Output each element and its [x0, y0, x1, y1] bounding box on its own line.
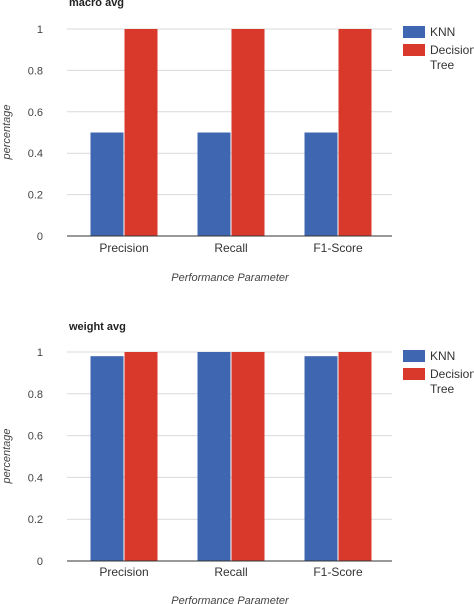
x-tick-label: F1-Score	[313, 241, 363, 255]
x-tick-label: Recall	[214, 565, 247, 579]
y-axis-title: percentage	[1, 104, 13, 160]
bar-decision-tree-f1-score	[338, 29, 372, 236]
legend-swatch-knn	[403, 350, 425, 362]
bar-knn-precision	[90, 356, 124, 561]
y-tick-label: 0.2	[28, 190, 43, 202]
bar-decision-tree-f1-score	[338, 352, 372, 561]
legend-label-knn: KNN	[430, 25, 455, 39]
bar-decision-tree-precision	[124, 352, 158, 561]
bar-knn-recall	[197, 352, 231, 561]
bar-decision-tree-precision	[124, 29, 158, 236]
y-tick-label: 0	[37, 231, 43, 243]
x-tick-label: Precision	[99, 565, 148, 579]
y-tick-label: 0.8	[28, 65, 43, 77]
y-tick-label: 0.6	[28, 107, 43, 119]
y-tick-label: 0.4	[28, 472, 43, 484]
y-tick-label: 1	[37, 24, 43, 36]
y-tick-label: 0.2	[28, 514, 43, 526]
bar-decision-tree-recall	[231, 352, 265, 561]
legend-swatch-knn	[403, 26, 425, 38]
legend-swatch-decision-tree	[403, 368, 425, 380]
y-tick-label: 0.4	[28, 148, 43, 160]
bar-decision-tree-recall	[231, 29, 265, 236]
x-tick-label: Recall	[214, 241, 247, 255]
x-tick-label: Precision	[99, 241, 148, 255]
y-axis-title: percentage	[1, 428, 13, 484]
y-tick-label: 0.6	[28, 431, 43, 443]
legend-label-decision-tree: Decisions	[430, 367, 474, 381]
chart-weight-avg: weight avg 0 0.2 0.4 0.6 0.8 1 Precision Recall F…	[1, 321, 474, 604]
legend-swatch-decision-tree	[403, 44, 425, 56]
bar-knn-precision	[90, 132, 124, 236]
legend-label-decision-tree: Decisions	[430, 43, 474, 57]
legend-label-knn: KNN	[430, 349, 455, 363]
bar-knn-f1-score	[304, 132, 338, 236]
legend-label-decision-tree: Tree	[430, 382, 455, 396]
x-tick-label: F1-Score	[313, 565, 363, 579]
chart-title: macro avg	[69, 0, 124, 9]
legend-label-decision-tree: Tree	[430, 58, 455, 72]
y-tick-label: 1	[37, 347, 43, 359]
bar-knn-recall	[197, 132, 231, 236]
chart-macro-avg: macro avg 0 0.2 0.4 0.6 0.8 1 Precision Recall F1…	[1, 0, 474, 284]
chart-title: weight avg	[68, 321, 126, 333]
bar-knn-f1-score	[304, 356, 338, 561]
x-axis-title: Performance Parameter	[171, 595, 290, 604]
y-tick-label: 0.8	[28, 389, 43, 401]
x-axis-title: Performance Parameter	[171, 272, 290, 284]
y-tick-label: 0	[37, 556, 43, 568]
